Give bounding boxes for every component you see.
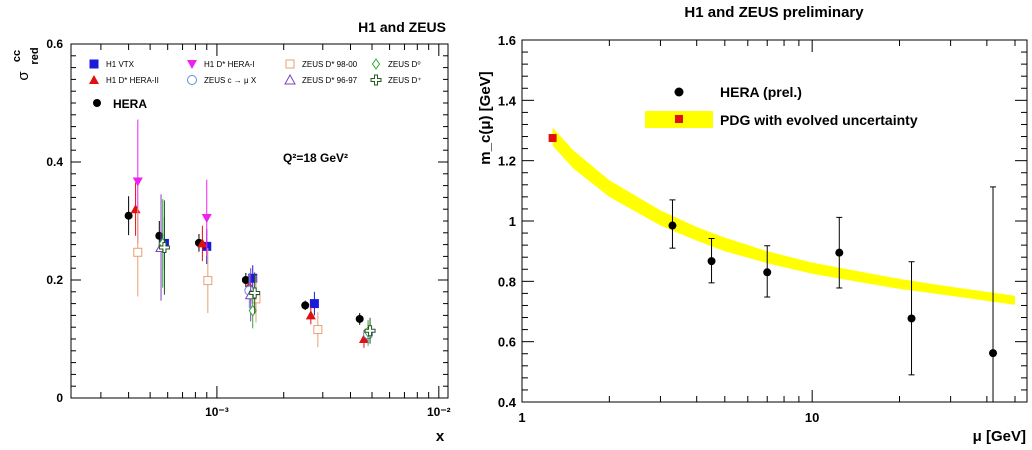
right-x-tick-label: 1 (518, 410, 525, 425)
left-point-h1_dstar_hera1 (132, 177, 143, 187)
right-y-tick-label: 0.8 (498, 274, 516, 289)
right-y-tick-label: 0.4 (498, 395, 517, 410)
legend-marker-h1_dstar_hera2 (89, 75, 99, 84)
left-point-hera (241, 276, 250, 284)
left-point-zeus_dplus (364, 325, 376, 337)
legend-marker-h1_dstar_hera1 (187, 60, 197, 69)
legend-marker-pdg (675, 115, 683, 123)
pdg-point (548, 134, 557, 143)
hera-point (835, 248, 844, 257)
left-point-hera (301, 301, 310, 310)
left-point-zeus_dplus (249, 287, 261, 299)
legend-label-zeus_dstar_96_97: ZEUS D* 96-97 (302, 76, 358, 85)
left-ylabel-main: σ (15, 71, 32, 81)
hera-point (668, 221, 677, 230)
left-point-hera (355, 314, 364, 323)
right-legend: HERA (prel.) PDG with evolved uncertainty (645, 84, 918, 128)
left-point-zeus_dplus (158, 242, 170, 254)
legend-label-zeus_dplus: ZEUS D⁺ (388, 76, 422, 85)
left-marks (124, 119, 376, 348)
legend-label-h1_dstar_hera2: H1 D* HERA-II (106, 76, 159, 85)
left-point-h1_vtx (248, 273, 258, 283)
left-point-zeus_dstar_98_00 (133, 247, 143, 257)
right-y-tick-label: 0.6 (498, 335, 516, 350)
legend-label-hera: HERA (113, 97, 147, 111)
left-y-tick-label: 0.2 (46, 273, 63, 287)
right-x-label: μ [GeV] (973, 428, 1026, 445)
legend-marker-zeus_c_to_mu (187, 75, 197, 85)
legend-label-zeus_dstar_98_00: ZEUS D* 98-00 (302, 60, 358, 69)
right-y-tick-label: 1 (509, 214, 516, 229)
legend-label-hera-prel: HERA (prel.) (720, 84, 802, 100)
pdg-uncertainty-band (552, 127, 1015, 305)
left-x-tick-label: 10⁻² (427, 405, 451, 419)
left-point-h1_dstar_hera1 (201, 214, 212, 224)
legend-marker-zeus_dstar_96_97 (284, 73, 296, 85)
left-point-hera (124, 211, 133, 220)
right-chart-title: H1 and ZEUS preliminary (684, 4, 864, 21)
legend-marker-zeus_dstar_98_00 (285, 59, 295, 69)
hera-point (989, 349, 998, 358)
legend-label-zeus_d0: ZEUS D⁰ (388, 60, 421, 69)
hera-point (763, 268, 772, 277)
right-band-layer (552, 127, 1015, 305)
hera-point (707, 257, 716, 266)
right-y-label: m_c(μ) [GeV] (477, 71, 494, 164)
left-point-h1_dstar_hera2 (305, 310, 316, 320)
right-marks (548, 134, 998, 402)
legend-label-zeus_c_to_mu: ZEUS c → μ X (204, 76, 257, 85)
left-point-h1_vtx (309, 299, 319, 309)
legend-marker-zeus_dplus (370, 74, 382, 86)
left-y-tick-label: 0.6 (46, 37, 63, 51)
legend-label-h1_dstar_hera1: H1 D* HERA-I (204, 60, 255, 69)
left-y-tick-label: 0 (56, 391, 63, 405)
legend-marker-h1_vtx (89, 59, 99, 69)
left-chart-title: H1 and ZEUS (358, 19, 446, 35)
left-ylabel-sup: cc (11, 50, 23, 62)
left-point-h1_dstar_hera2 (130, 204, 141, 214)
left-y-tick-label: 0.4 (46, 155, 63, 169)
legend-marker-hera (93, 99, 101, 107)
left-annotation: Q²=18 GeV² (283, 151, 348, 165)
right-y-tick-label: 1.2 (498, 154, 516, 169)
legend-marker-hera-prel (674, 87, 684, 97)
left-axes: 0 0.2 0.4 0.6 10⁻³ 10⁻² (46, 37, 450, 419)
right-y-tick-label: 1.4 (498, 93, 517, 108)
left-point-zeus_dstar_98_00 (313, 325, 323, 335)
right-chart: H1 and ZEUS preliminary m_c(μ) [GeV] μ [… (477, 4, 1028, 445)
legend-label-pdg: PDG with evolved uncertainty (720, 112, 918, 128)
left-legend: H1 VTX H1 D* HERA-II H1 D* HERA-I ZEUS c → … (89, 58, 422, 111)
right-axes: 0.4 0.6 0.8 1 1.2 1.4 1.6 1 10 (498, 33, 1027, 425)
left-chart: H1 and ZEUS Q²=18 GeV² σ cc red x 0 0.2 0.… (11, 19, 451, 445)
left-point-h1_dstar_hera2 (197, 238, 208, 248)
left-y-label: σ cc red (11, 47, 41, 80)
hera-point (907, 314, 916, 323)
legend-label-h1_vtx: H1 VTX (106, 60, 135, 69)
right-x-tick-label: 10 (805, 410, 819, 425)
right-y-tick-label: 1.6 (498, 33, 516, 48)
left-x-label: x (436, 428, 445, 445)
left-point-zeus_dstar_98_00 (203, 276, 213, 286)
legend-marker-zeus_d0 (371, 58, 381, 70)
left-point-h1_dstar_hera2 (358, 334, 369, 343)
left-ylabel-sub: red (29, 47, 41, 64)
left-x-tick-label: 10⁻³ (205, 405, 229, 419)
